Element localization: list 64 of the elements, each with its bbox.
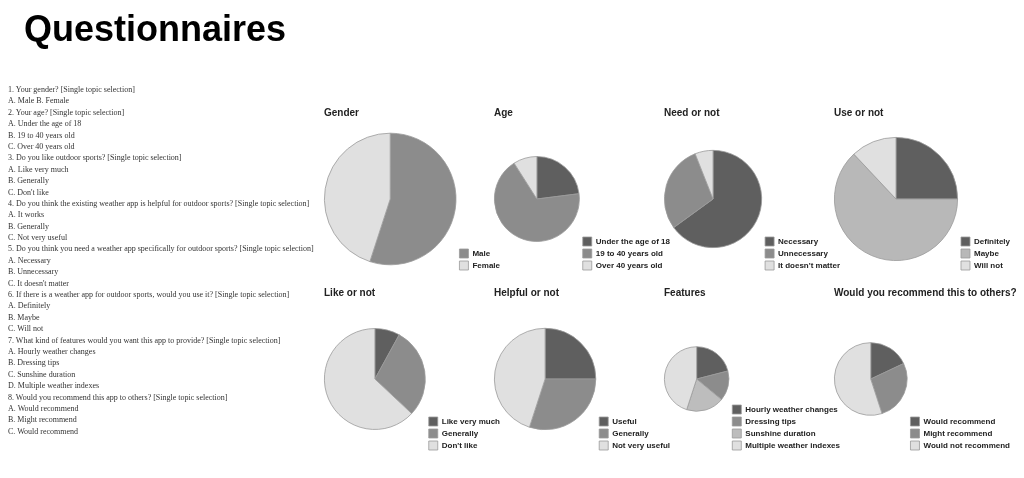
chart-title: Use or not: [834, 106, 885, 118]
text: A. Under the age of 18: [8, 118, 83, 130]
chart-title: Age: [494, 106, 514, 118]
legend-label: Useful: [612, 416, 637, 426]
chart-title: Need or not: [664, 106, 721, 118]
text: C. Over 40 years old: [8, 140, 76, 153]
text: C. Will not: [8, 323, 45, 335]
text: B. Dressing tips: [8, 357, 61, 369]
text: C. Not very useful: [8, 232, 69, 244]
text: A. Definitely: [8, 300, 52, 312]
text: A. Male B. Female: [8, 95, 71, 107]
text: C. Sunshine duration: [8, 368, 77, 381]
legend-label: Over 40 years old: [595, 260, 663, 270]
text: Questionnaires: [24, 8, 287, 50]
text: B. Maybe: [8, 311, 41, 324]
text: 3. Do you like outdoor sports? [Single topic selection]: [8, 152, 183, 164]
legend-label: Sunshine duration: [745, 428, 816, 438]
legend-label: Maybe: [973, 248, 1000, 258]
chart-title: Gender: [324, 106, 360, 118]
text: 7. What kind of features would you want this app to provide? [Single topic selection]: [8, 334, 282, 346]
text: B. Unnecessary: [8, 266, 60, 278]
legend-label: Female: [472, 260, 501, 270]
chart-title: Like or not: [324, 286, 376, 298]
text: C. Would recommend: [8, 425, 80, 438]
legend-label: Not very useful: [612, 440, 670, 450]
legend-label: Would recommend: [923, 416, 996, 426]
legend-label: Multiple weather indexes: [745, 440, 841, 450]
legend-label: Generally: [612, 428, 650, 438]
text: B. Generally: [8, 220, 50, 233]
legend-label: Don't like: [441, 440, 478, 450]
legend-label: Generally: [441, 428, 479, 438]
legend-label: Necessary: [778, 236, 819, 246]
legend-label: Might recommend: [923, 428, 993, 438]
legend-label: Male: [472, 248, 491, 258]
legend-label: Like very much: [441, 416, 501, 426]
text: 6. If there is a weather app for outdoor sports, would you use it? [Single topic selection]: [8, 289, 291, 301]
text: A. Like very much: [8, 163, 70, 176]
legend-label: Definitely: [973, 236, 1011, 246]
text: 4. Do you think the existing weather app is helpful for outdoor sports? [Single topic selection]: [8, 197, 311, 210]
text: A. Necessary: [8, 254, 52, 267]
legend-label: Dressing tips: [745, 416, 797, 426]
legend-label: Will not: [973, 260, 1004, 270]
text: 8. Would you recommend this app to others? [Single topic selection]: [8, 391, 229, 403]
text: D. Multiple weather indexes: [8, 380, 101, 392]
text: B. 19 to 40 years old: [8, 129, 76, 141]
legend-label: 19 to 40 years old: [595, 248, 664, 258]
chart-title: Helpful or not: [494, 286, 560, 298]
text: B. Might recommend: [8, 414, 78, 426]
legend-label: Unnecessary: [778, 248, 829, 258]
text: C. Don't like: [8, 186, 50, 198]
text: A. Would recommend: [8, 402, 80, 415]
text: B. Generally: [8, 175, 50, 187]
text: 1. Your gender? [Single topic selection]: [8, 84, 136, 96]
legend-label: Hourly weather changes: [745, 404, 839, 414]
text: 5. Do you think you need a weather app specifically for outdoor sports? [Single topic selection]: [8, 243, 314, 255]
text: C. It doesn't matter: [8, 277, 70, 290]
chart-title: Features: [664, 286, 707, 298]
chart-title: Would you recommend this to others?: [834, 286, 1017, 298]
legend-label: Would not recommend: [923, 440, 1011, 450]
text: 2. Your age? [Single topic selection]: [8, 106, 126, 119]
text: A. Hourly weather changes: [8, 346, 97, 358]
legend-label: It doesn't matter: [778, 260, 841, 270]
legend-label: Under the age of 18: [595, 236, 671, 246]
text: A. It works: [8, 209, 46, 221]
